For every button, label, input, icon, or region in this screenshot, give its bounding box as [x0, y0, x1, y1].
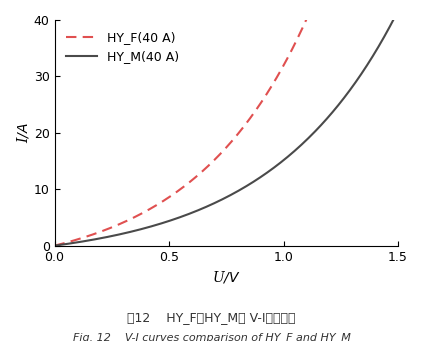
Legend: HY_F(40 A), HY_M(40 A): HY_F(40 A), HY_M(40 A) [61, 26, 184, 69]
Text: 图12    HY_F与HY_M的 V-I曲线对比: 图12 HY_F与HY_M的 V-I曲线对比 [127, 311, 296, 324]
X-axis label: $U$/V: $U$/V [212, 269, 241, 285]
Text: Fig. 12    V-I curves comparison of HY_F and HY_M: Fig. 12 V-I curves comparison of HY_F an… [73, 332, 350, 341]
Y-axis label: $I$/A: $I$/A [15, 122, 31, 143]
